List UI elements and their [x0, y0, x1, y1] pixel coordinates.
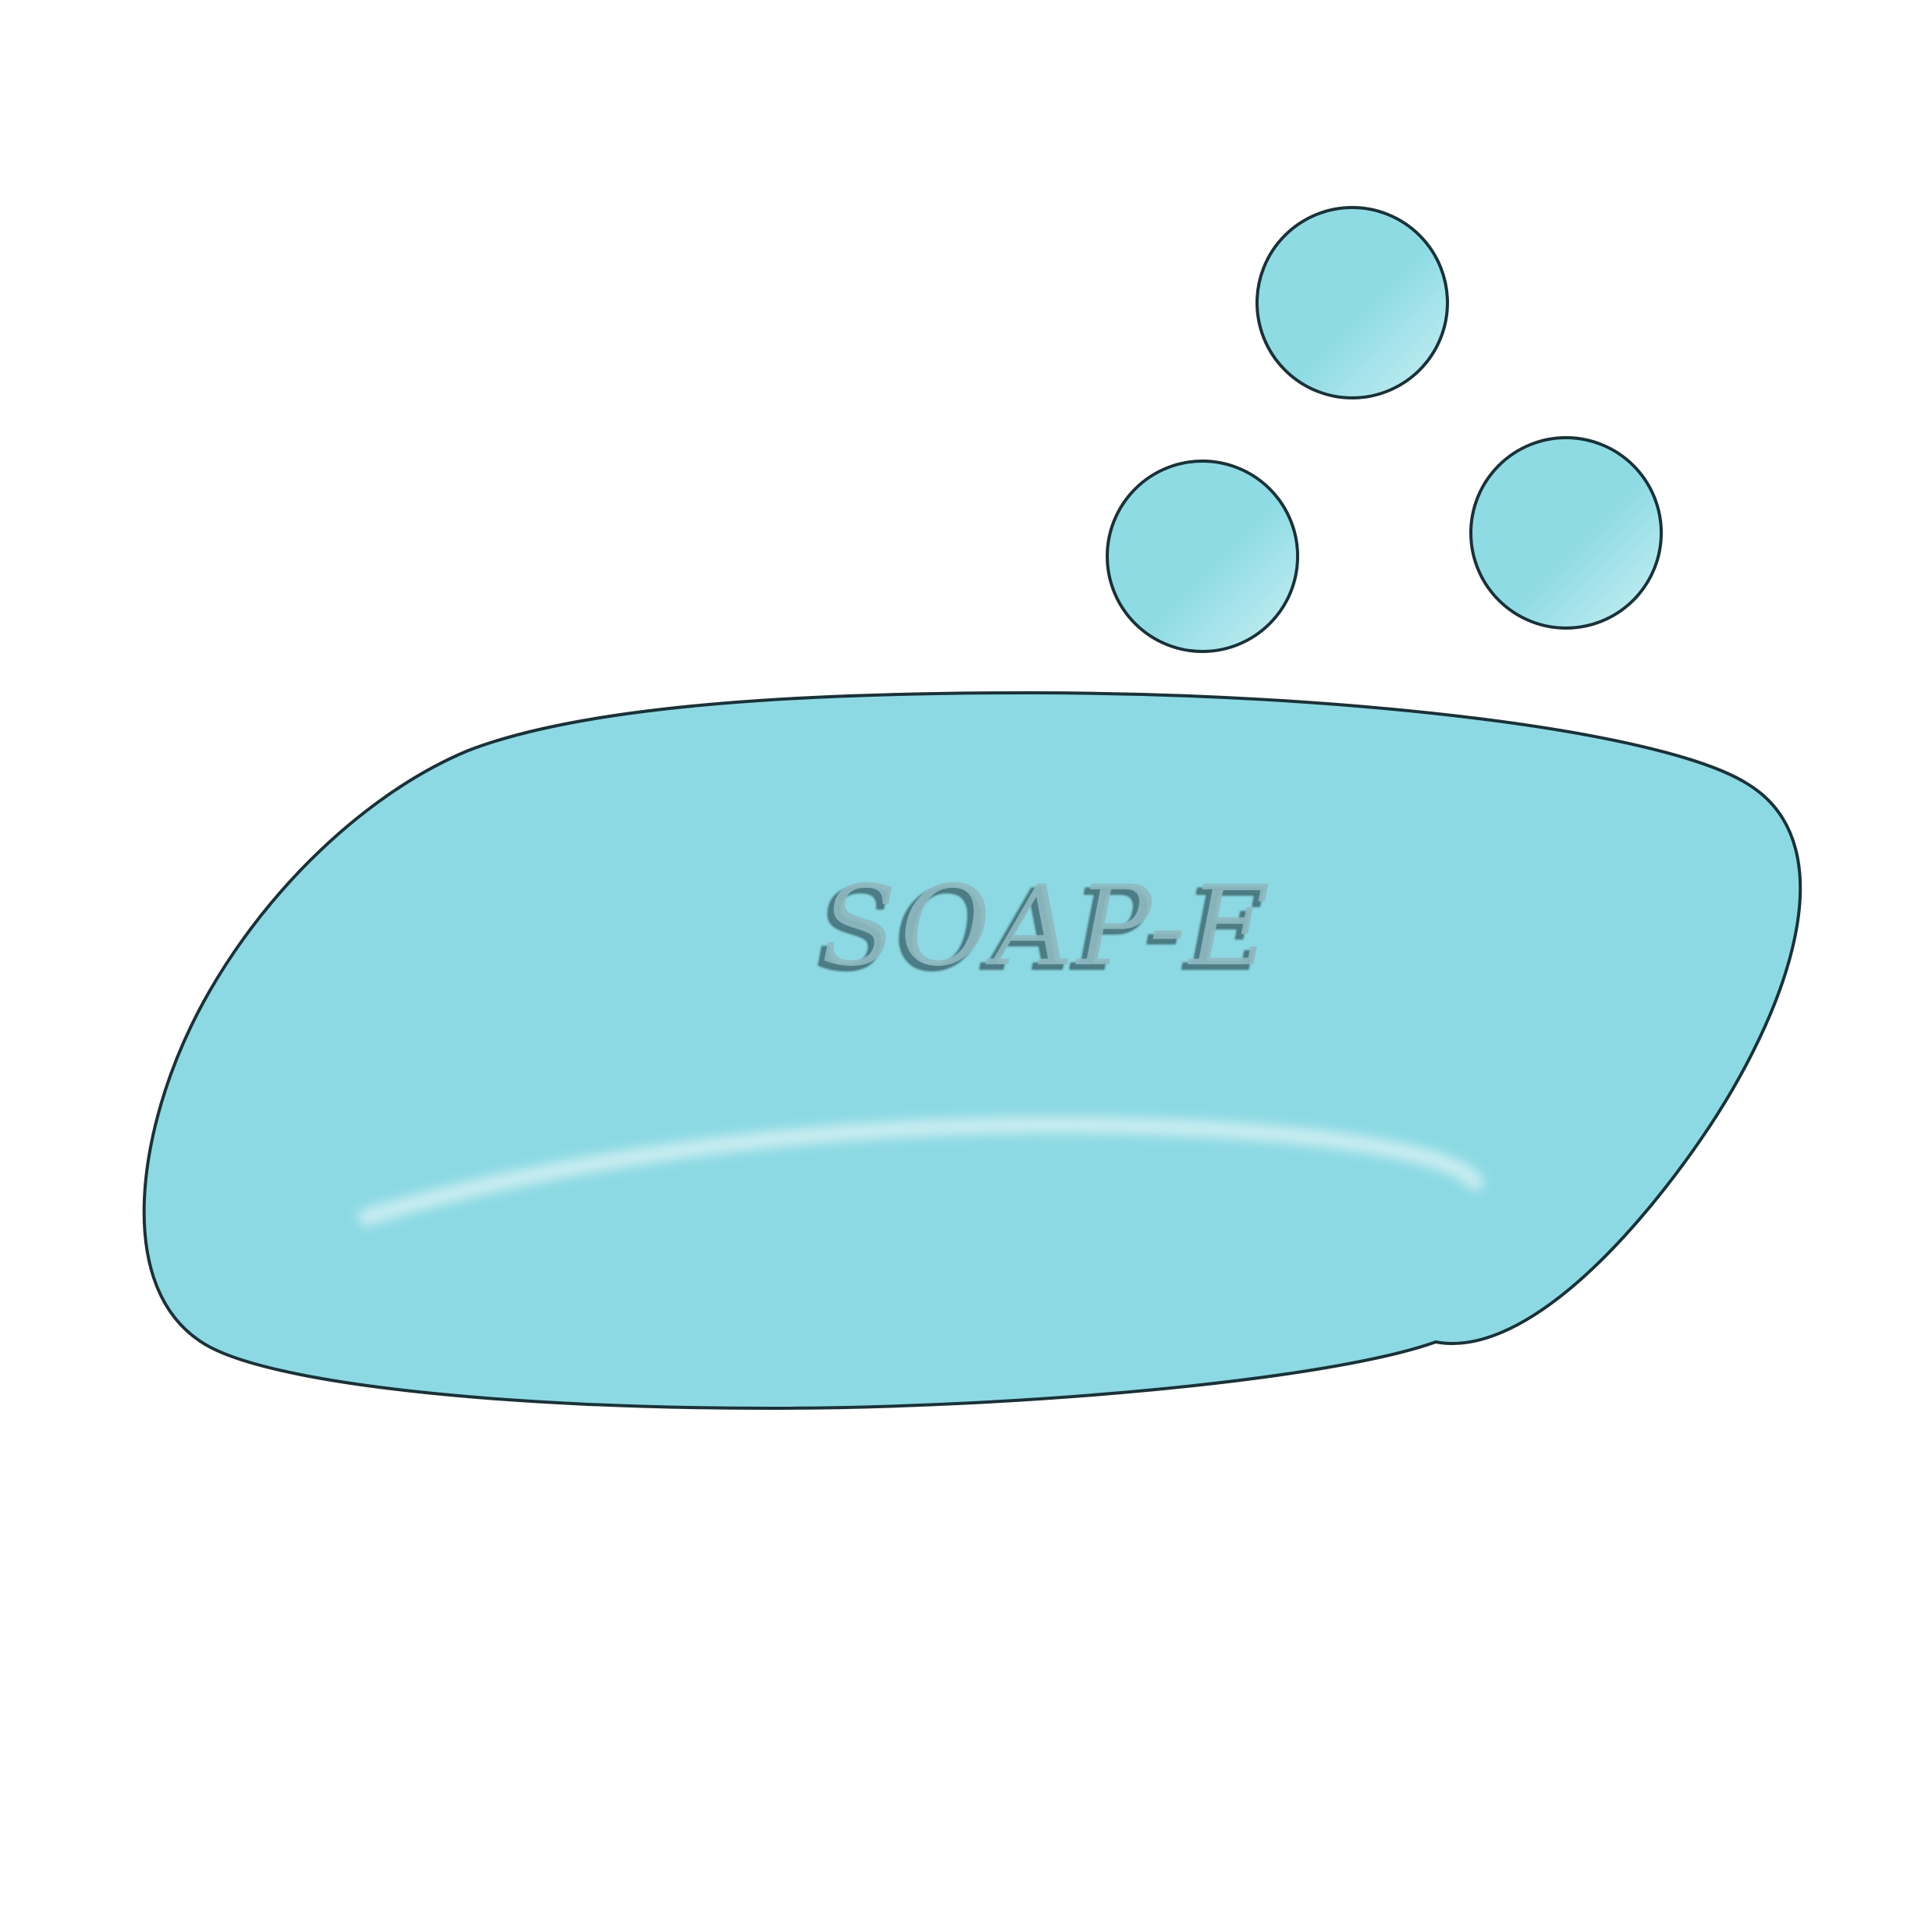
bubble-right [1469, 436, 1663, 630]
soap-logo: SOAP-E SOAP-E [815, 862, 1273, 996]
soap-logo-text-shadow: SOAP-E [815, 867, 1268, 996]
bubble-left [1106, 460, 1299, 653]
soap-bar [142, 690, 1802, 1411]
bubble-top [1255, 206, 1449, 399]
soap-shine-highlight [358, 1116, 1483, 1226]
soap-logo-text: SOAP-E [821, 862, 1273, 991]
